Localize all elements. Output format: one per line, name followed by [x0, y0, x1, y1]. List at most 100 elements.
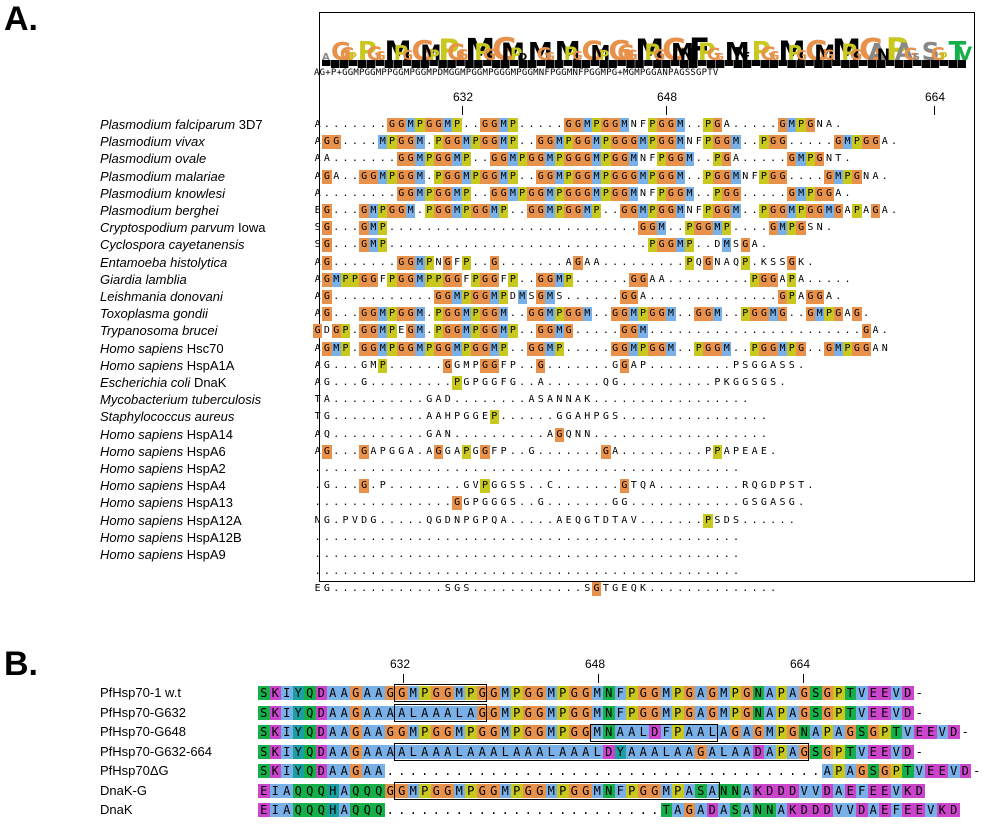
- residue: .: [569, 803, 581, 817]
- residue: .: [611, 324, 620, 338]
- species-name: Homo sapiens HspA12A: [100, 513, 242, 528]
- residue: G: [824, 342, 833, 356]
- residue: Q: [304, 745, 316, 759]
- residue: .: [443, 462, 452, 476]
- residue: D: [914, 784, 926, 798]
- residue: M: [731, 170, 740, 184]
- residue: .: [713, 410, 722, 424]
- residue: .: [415, 445, 424, 459]
- residue: P: [741, 256, 750, 270]
- panel-b-label: B.: [4, 645, 38, 684]
- residue: .: [490, 393, 499, 407]
- residue: G: [666, 152, 675, 166]
- residue: .: [703, 496, 712, 510]
- residue: .: [722, 273, 731, 287]
- residue: .: [425, 496, 434, 510]
- residue: .: [666, 324, 675, 338]
- residue: .: [518, 342, 527, 356]
- residue: .: [359, 410, 368, 424]
- residue: A: [373, 764, 385, 778]
- logo-bar: [474, 60, 483, 68]
- species-strain: HspA4: [183, 478, 226, 493]
- residue: .: [806, 342, 815, 356]
- residue: A: [787, 706, 799, 720]
- residue: Q: [362, 803, 374, 817]
- residue: .: [471, 118, 480, 132]
- residue: .: [518, 273, 527, 287]
- residue: P: [511, 686, 523, 700]
- residue: .: [666, 531, 675, 545]
- residue: .: [443, 221, 452, 235]
- residue: .: [406, 359, 415, 373]
- residue: G: [555, 428, 564, 442]
- residue: A: [695, 686, 707, 700]
- residue: A: [592, 256, 601, 270]
- residue: P: [685, 221, 694, 235]
- residue: .: [815, 273, 824, 287]
- residue: G: [620, 204, 629, 218]
- residue: .: [518, 324, 527, 338]
- logo-bar: [528, 60, 537, 68]
- residue: .: [620, 238, 629, 252]
- residue: P: [490, 410, 499, 424]
- residue: .: [480, 238, 489, 252]
- residue: G: [397, 204, 406, 218]
- residue: P: [601, 187, 610, 201]
- residue: A: [425, 410, 434, 424]
- residue: M: [676, 204, 685, 218]
- residue: G: [657, 238, 666, 252]
- residue: .: [332, 256, 341, 270]
- residue: P: [626, 706, 638, 720]
- residue: .: [378, 376, 387, 390]
- residue: .: [415, 428, 424, 442]
- residue: G: [443, 135, 452, 149]
- residue: S: [778, 496, 787, 510]
- residue: N: [685, 204, 694, 218]
- residue: P: [822, 725, 834, 739]
- residue: .: [713, 582, 722, 596]
- residue: G: [322, 238, 331, 252]
- residue: .: [676, 342, 685, 356]
- residue: .: [601, 307, 610, 321]
- residue: .: [626, 803, 638, 817]
- residue: A: [434, 410, 443, 424]
- residue: G: [471, 410, 480, 424]
- residue: G: [573, 135, 582, 149]
- residue: E: [925, 764, 937, 778]
- residue: .: [387, 359, 396, 373]
- residue: G: [359, 479, 368, 493]
- residue: .: [672, 764, 684, 778]
- species-name: Plasmodium ovale: [100, 151, 206, 166]
- residue: P: [564, 273, 573, 287]
- residue: M: [555, 273, 564, 287]
- residue: Q: [629, 582, 638, 596]
- residue: .: [750, 152, 759, 166]
- residue: G: [406, 135, 415, 149]
- species-name: Escherichia coli DnaK: [100, 375, 226, 390]
- residue: M: [508, 187, 517, 201]
- residue: .: [545, 376, 554, 390]
- species-name: Mycobacterium tuberculosis: [100, 392, 261, 407]
- logo-bar: [546, 60, 555, 68]
- residue: .: [843, 187, 852, 201]
- residue: .: [750, 290, 759, 304]
- residue: .: [359, 462, 368, 476]
- residue: .: [676, 256, 685, 270]
- residue: D: [948, 725, 960, 739]
- residue: .: [350, 256, 359, 270]
- residue: .: [332, 187, 341, 201]
- residue: M: [462, 170, 471, 184]
- residue: P: [452, 376, 461, 390]
- residue: .: [592, 359, 601, 373]
- residue: .: [731, 118, 740, 132]
- residue: .: [557, 764, 569, 778]
- residue: A: [764, 686, 776, 700]
- residue: .: [564, 342, 573, 356]
- residue: Q: [425, 514, 434, 528]
- residue: .: [425, 307, 434, 321]
- position-664-b: 664: [790, 657, 810, 671]
- residue: G: [759, 342, 768, 356]
- residue: P: [471, 170, 480, 184]
- residue: G: [480, 445, 489, 459]
- mutation-box-wt: [394, 684, 487, 702]
